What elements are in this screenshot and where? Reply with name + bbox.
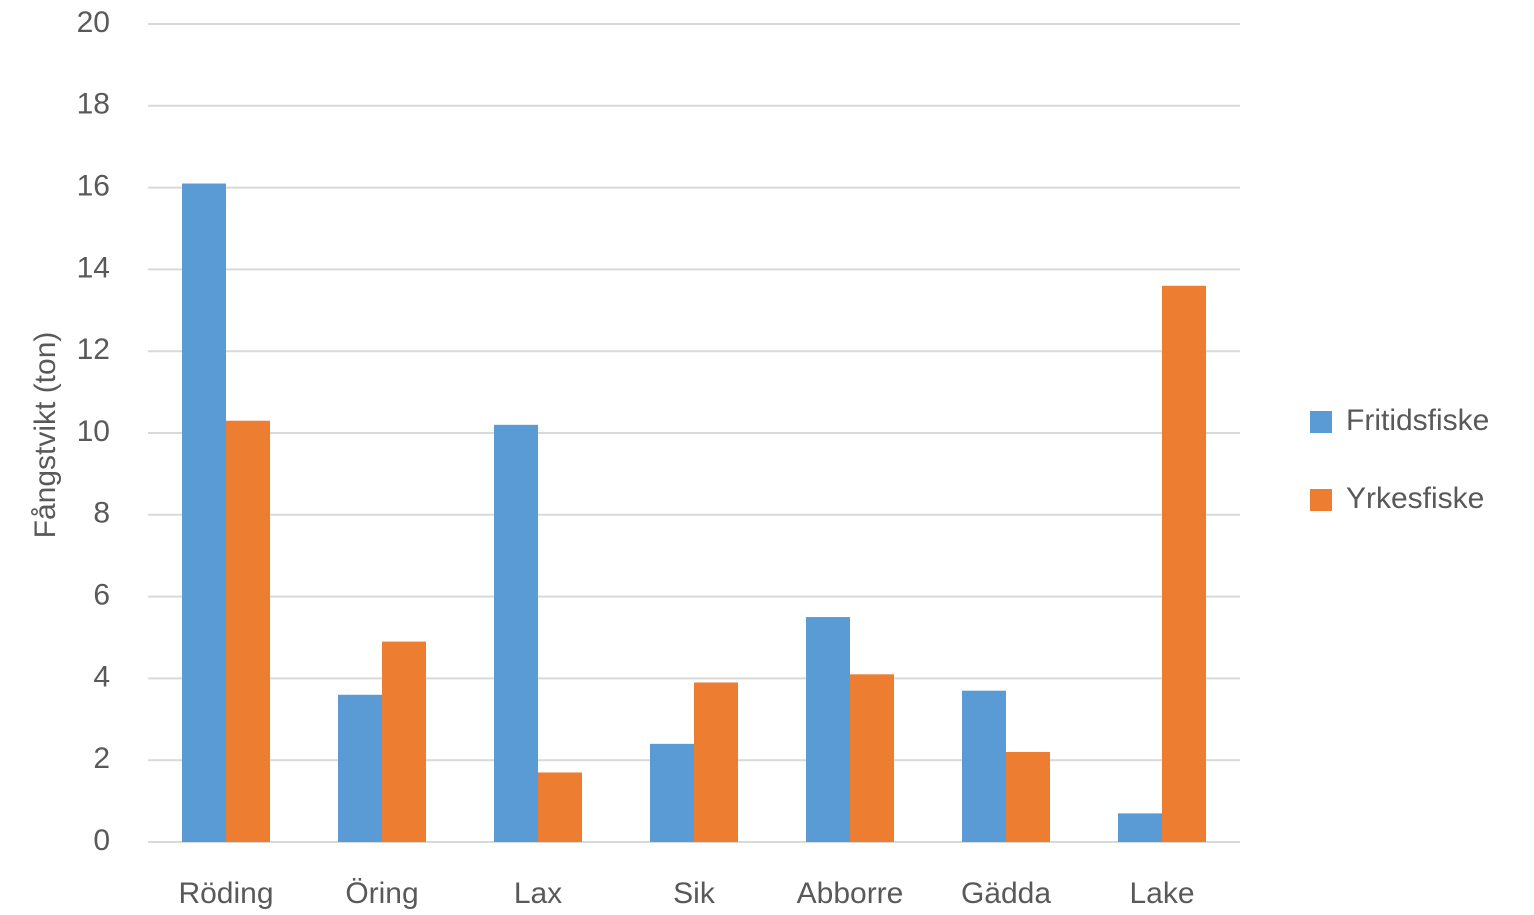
y-tick-label: 10 xyxy=(77,415,110,448)
legend-swatch xyxy=(1310,489,1332,511)
y-axis-title: Fångstvikt (ton) xyxy=(29,332,62,539)
bar-fritidsfiske xyxy=(962,691,1006,842)
x-axis-ticks: Röding Öring Lax Sik Abborre Gädda Lake xyxy=(178,877,1194,910)
bar-fritidsfiske xyxy=(338,695,382,842)
y-tick-label: 4 xyxy=(93,660,110,693)
y-tick-label: 8 xyxy=(93,497,110,530)
bar-yrkesfiske xyxy=(850,674,894,842)
y-tick-label: 20 xyxy=(77,6,110,39)
y-tick-label: 0 xyxy=(93,824,110,857)
x-tick-label: Lax xyxy=(514,877,562,910)
legend-swatch xyxy=(1310,411,1332,433)
y-axis-ticks: 0 2 4 6 8 10 12 14 16 18 20 xyxy=(77,6,110,857)
x-tick-label: Röding xyxy=(178,877,273,910)
x-tick-label: Öring xyxy=(345,877,418,910)
bar-fritidsfiske xyxy=(1118,813,1162,842)
x-tick-label: Gädda xyxy=(961,877,1051,910)
legend: Fritidsfiske Yrkesfiske xyxy=(1310,404,1489,515)
bars xyxy=(182,184,1206,842)
bar-yrkesfiske xyxy=(382,642,426,842)
bar-yrkesfiske xyxy=(226,421,270,842)
bar-fritidsfiske xyxy=(494,425,538,842)
x-tick-label: Abborre xyxy=(797,877,904,910)
legend-label: Fritidsfiske xyxy=(1346,404,1489,437)
bar-fritidsfiske xyxy=(650,744,694,842)
legend-label: Yrkesfiske xyxy=(1346,482,1484,515)
y-tick-label: 14 xyxy=(77,251,110,284)
bar-yrkesfiske xyxy=(1162,286,1206,842)
y-tick-label: 16 xyxy=(77,170,110,203)
y-tick-label: 6 xyxy=(93,579,110,612)
bar-yrkesfiske xyxy=(694,682,738,842)
y-tick-label: 18 xyxy=(77,88,110,121)
y-tick-label: 12 xyxy=(77,333,110,366)
bar-fritidsfiske xyxy=(806,617,850,842)
x-tick-label: Lake xyxy=(1129,877,1194,910)
bar-yrkesfiske xyxy=(538,772,582,842)
y-tick-label: 2 xyxy=(93,742,110,775)
bar-yrkesfiske xyxy=(1006,752,1050,842)
x-tick-label: Sik xyxy=(673,877,716,910)
bar-fritidsfiske xyxy=(182,184,226,842)
